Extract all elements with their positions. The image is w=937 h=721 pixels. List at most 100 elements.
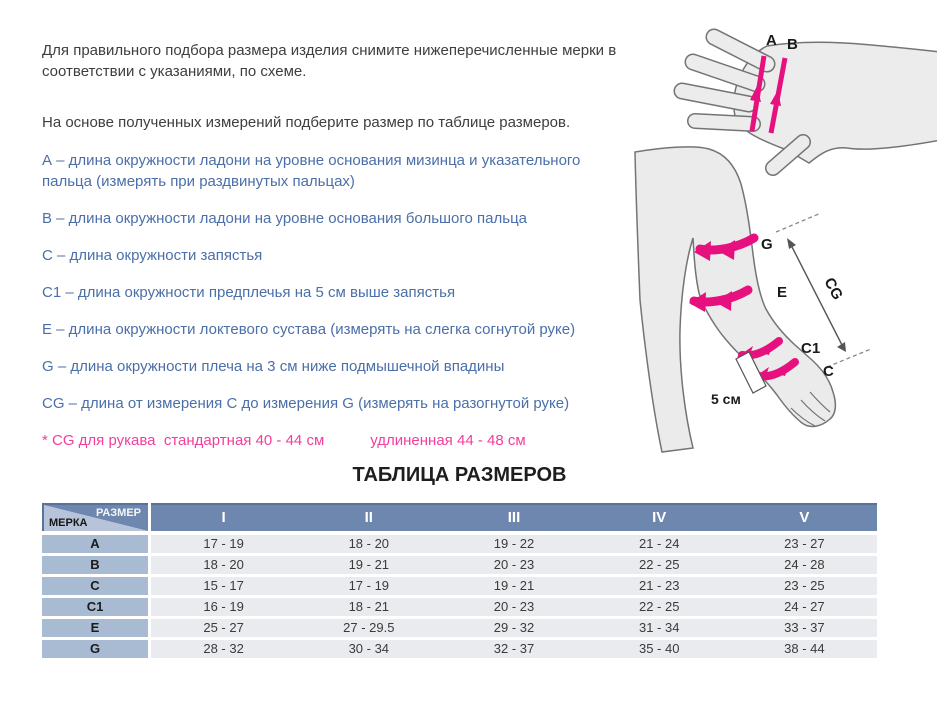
row-data-band: 15 - 17 17 - 19 19 - 21 21 - 23 23 - 25 [151, 577, 877, 595]
size-cell: 30 - 34 [348, 641, 390, 656]
column-header-3: III [507, 509, 521, 526]
row-data-band: 25 - 27 27 - 29.5 29 - 32 31 - 34 33 - 3… [151, 619, 877, 637]
size-cell: 38 - 44 [784, 641, 825, 656]
size-cell: 29 - 32 [493, 620, 535, 635]
band-g [694, 233, 759, 261]
hand-finger-lines [790, 391, 831, 427]
row-data-band: 28 - 32 30 - 34 32 - 37 35 - 40 38 - 44 [151, 640, 877, 658]
row-label-c: C [42, 577, 148, 595]
arrowhead [837, 342, 846, 352]
band-e [689, 285, 753, 312]
table-row: B 18 - 20 19 - 21 20 - 23 22 - 25 24 - 2… [42, 556, 877, 574]
row-label-c1: C1 [42, 598, 148, 616]
note-standard: * CG для рукава стандартная 40 - 44 см [42, 432, 325, 449]
label-c: C [823, 363, 834, 380]
measurement-item-a: А – длина окружности ладони на уровне ос… [42, 152, 581, 190]
label-c1: C1 [801, 340, 820, 357]
intro-paragraph-1: Для правильного подбора размера изделия … [42, 42, 617, 80]
column-header-4: IV [652, 509, 667, 526]
table-row: C1 16 - 19 18 - 21 20 - 23 22 - 25 24 - … [42, 598, 877, 616]
measurement-item-e: Е – длина окружности локтевого сустава (… [42, 321, 576, 338]
five-cm-bracket [735, 351, 767, 394]
measurement-item-c1: С1 – длина окружности предплечья на 5 см… [42, 284, 456, 301]
arm-illustration: G E C1 C CG 5 см [634, 146, 872, 453]
size-cell: 24 - 28 [784, 557, 825, 572]
size-cell: 19 - 21 [493, 578, 535, 593]
arrowhead [689, 292, 706, 312]
band-c [753, 358, 799, 381]
cg-dimension-arrow [775, 212, 872, 368]
size-cell: 19 - 22 [493, 536, 535, 551]
size-cell: 16 - 19 [203, 599, 244, 614]
row-data-band: 17 - 19 18 - 20 19 - 22 21 - 24 23 - 27 [151, 535, 877, 553]
size-cell: 17 - 19 [348, 578, 390, 593]
table-row: C 15 - 17 17 - 19 19 - 21 21 - 23 23 - 2… [42, 577, 877, 595]
hand-illustration: A B [673, 28, 937, 176]
row-data-band: 16 - 19 18 - 21 20 - 23 22 - 25 24 - 27 [151, 598, 877, 616]
size-cell: 25 - 27 [203, 620, 244, 635]
measurement-item-c: С – длина окружности запястья [42, 247, 263, 264]
label-five-cm: 5 см [711, 391, 741, 407]
label-b: B [787, 36, 798, 53]
size-cell: 35 - 40 [638, 641, 680, 656]
size-cell: 21 - 24 [638, 536, 680, 551]
label-a: A [766, 32, 777, 49]
corner-label-size: РАЗМЕР [95, 507, 141, 519]
arrowhead [787, 238, 796, 249]
size-table-title: ТАБЛИЦА РАЗМЕРОВ [352, 464, 567, 486]
row-data-band: 18 - 20 19 - 21 20 - 23 22 - 25 24 - 28 [151, 556, 877, 574]
label-g: G [761, 236, 773, 253]
band-a [749, 55, 767, 132]
header-band: I II III IV V [151, 503, 877, 531]
size-cell: 27 - 29.5 [343, 620, 395, 635]
arrowhead [715, 291, 732, 311]
arrowhead [774, 362, 790, 376]
size-cell: 15 - 17 [203, 578, 244, 593]
intro-paragraph-2: На основе полученных измерений подберите… [42, 114, 571, 131]
size-cell: 21 - 23 [638, 578, 680, 593]
band-b [768, 57, 788, 134]
size-cell: 24 - 27 [784, 599, 825, 614]
row-label-e: E [42, 619, 148, 637]
size-cell: 31 - 34 [638, 620, 680, 635]
instructions-column: Для правильного подбора размера изделия … [42, 40, 630, 451]
corner-label-measure: МЕРКА [49, 517, 88, 529]
measurement-item-cg: CG – длина от измерения С до измерения G… [42, 395, 570, 412]
size-table: РАЗМЕР МЕРКА I II III IV V A 17 - 19 18 … [42, 503, 877, 661]
arrowhead [770, 90, 781, 106]
measurement-diagram: A B [634, 28, 937, 453]
size-cell: 23 - 27 [784, 536, 825, 551]
measurement-item-g: G – длина окружности плеча на 3 см ниже … [42, 358, 505, 375]
table-row: E 25 - 27 27 - 29.5 29 - 32 31 - 34 33 -… [42, 619, 877, 637]
size-cell: 22 - 25 [638, 599, 680, 614]
size-cell: 18 - 20 [348, 536, 390, 551]
table-corner-cell: РАЗМЕР МЕРКА [42, 503, 148, 531]
label-e: E [777, 284, 787, 301]
size-cell: 18 - 20 [203, 557, 244, 572]
size-cell: 33 - 37 [784, 620, 825, 635]
arrowhead [750, 86, 761, 102]
size-cell: 20 - 23 [493, 599, 535, 614]
size-cell: 23 - 25 [784, 578, 825, 593]
fingers [673, 28, 811, 176]
size-cell: 19 - 21 [348, 557, 390, 572]
row-label-a: A [42, 535, 148, 553]
column-header-5: V [799, 509, 810, 526]
table-row: G 28 - 32 30 - 34 32 - 37 35 - 40 38 - 4… [42, 640, 877, 658]
size-cell: 32 - 37 [493, 641, 535, 656]
row-label-g: G [42, 640, 148, 658]
arrowhead [694, 241, 711, 261]
row-label-b: B [42, 556, 148, 574]
arrowhead [718, 240, 735, 260]
size-cell: 22 - 25 [638, 557, 680, 572]
measurement-item-b: В – длина окружности ладони на уровне ос… [42, 210, 528, 227]
size-cell: 20 - 23 [493, 557, 535, 572]
size-cell: 18 - 21 [348, 599, 390, 614]
column-header-2: II [364, 509, 373, 526]
table-header-row: РАЗМЕР МЕРКА I II III IV V [42, 503, 877, 531]
column-header-1: I [221, 509, 226, 526]
note-extended: удлиненная 44 - 48 см [370, 432, 526, 449]
sleeve-length-note: * CG для рукава стандартная 40 - 44 см у… [42, 430, 630, 451]
arrowhead [758, 341, 774, 355]
size-cell: 28 - 32 [203, 641, 244, 656]
